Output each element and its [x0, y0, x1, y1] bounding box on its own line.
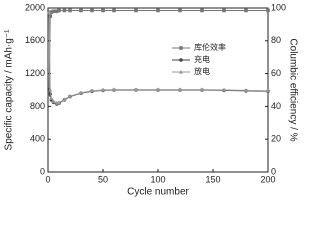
data-point	[200, 8, 204, 13]
data-point	[178, 87, 182, 92]
data-point	[49, 96, 54, 100]
x-tick-label: 0	[45, 174, 50, 184]
y2-tick-label: 40	[271, 101, 281, 111]
data-point	[47, 9, 52, 14]
x-tick-label: 150	[205, 174, 220, 184]
data-point	[178, 8, 182, 13]
data-point	[57, 100, 61, 105]
chart: Cycle number Specific capacity / mAh·g⁻¹…	[4, 2, 299, 198]
data-point	[90, 88, 94, 93]
x-tick-label: 200	[260, 174, 275, 184]
page: {"chart_data": {"type": "line", "x_label…	[3, 2, 299, 198]
data-point	[90, 8, 94, 13]
data-point	[156, 87, 160, 92]
data-point	[222, 87, 226, 92]
data-point	[51, 99, 56, 104]
data-point	[79, 8, 83, 13]
data-point	[48, 14, 52, 18]
y2-tick-label: 60	[271, 68, 281, 78]
data-point	[57, 8, 61, 13]
legend-text: 充电	[194, 54, 210, 64]
y-tick-label: 0	[40, 166, 45, 176]
y-tick-label: 800	[30, 101, 45, 111]
data-point	[200, 87, 204, 92]
data-point	[48, 87, 53, 92]
data-point	[49, 10, 54, 14]
y-tick-label: 2000	[25, 2, 45, 12]
y-tick-label: 1200	[25, 68, 45, 78]
legend-text: 库伦效率	[194, 42, 226, 52]
data-point	[266, 88, 270, 93]
data-point	[244, 88, 248, 93]
data-point	[62, 8, 67, 13]
y-tick-label: 400	[30, 134, 45, 144]
data-point	[68, 93, 72, 98]
data-point	[79, 90, 83, 95]
legend-text: 放电	[194, 66, 210, 76]
data-point	[112, 87, 116, 92]
data-point	[222, 8, 226, 13]
data-point	[62, 97, 67, 102]
data-point	[101, 8, 105, 13]
data-point	[51, 9, 56, 14]
data-point	[266, 8, 270, 13]
data-point	[244, 8, 248, 13]
y-axis-title: Specific capacity / mAh·g⁻¹	[4, 29, 15, 151]
data-point	[55, 9, 59, 14]
y2-tick-label: 100	[271, 2, 286, 12]
y2-tick-label: 20	[271, 134, 281, 144]
y2-tick-label: 0	[271, 166, 276, 176]
legend-marker	[179, 69, 183, 74]
data-point	[112, 8, 116, 13]
x-tick-label: 100	[150, 174, 165, 184]
y2-axis-title: Columbic efficiency / %	[287, 38, 298, 141]
x-tick-label: 50	[98, 174, 108, 184]
data-point	[134, 87, 138, 92]
legend-marker	[179, 58, 183, 62]
y-tick-label: 1600	[25, 35, 45, 45]
y2-tick-label: 80	[271, 35, 281, 45]
data-point	[101, 87, 105, 92]
data-point	[156, 8, 160, 13]
series-line	[48, 9, 268, 95]
legend-marker	[179, 46, 183, 50]
data-point	[68, 8, 72, 13]
data-point	[134, 8, 138, 13]
x-axis-title: Cycle number	[127, 187, 189, 198]
